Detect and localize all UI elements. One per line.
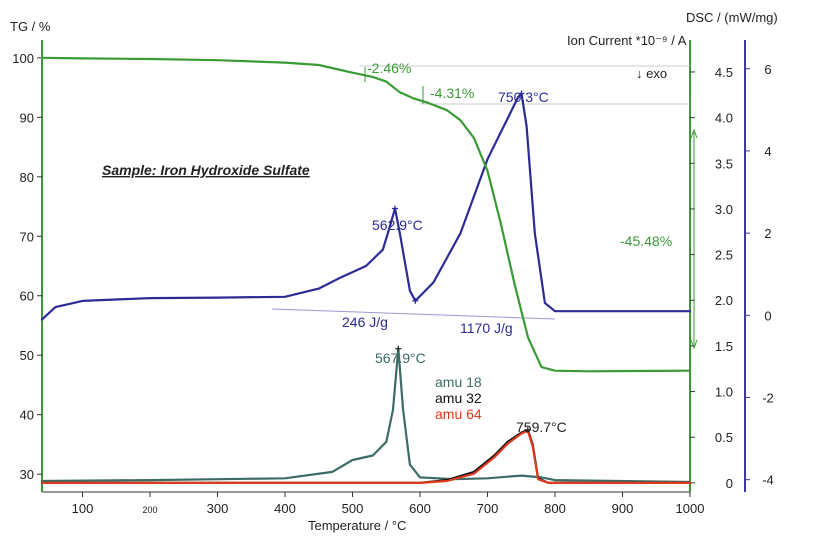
dsc-baseline: [271, 308, 556, 320]
ion-tick-label: 4.0: [715, 111, 733, 126]
dsc-peak-2-marker: [518, 90, 525, 97]
dsc-tick-label: 2: [764, 226, 771, 241]
chart-title: Sample: Iron Hydroxide Sulfate: [102, 162, 310, 178]
ion-tick-label: 2.0: [715, 293, 733, 308]
y-axis-title-ion: Ion Current *10⁻⁹ / A: [567, 33, 687, 48]
y-axis-title-left: TG / %: [10, 19, 51, 34]
tick-group: 100 200 300 400 500 600 700 800 900 1000304050607…: [12, 51, 773, 516]
ion-tick-label: 2.5: [715, 248, 733, 263]
ms-peak-2-marker: [524, 426, 531, 433]
exo-indicator: ↓ exo: [636, 66, 667, 81]
ion-tick-label: 3.0: [715, 202, 733, 217]
ion-tick-label: 4.5: [715, 65, 733, 80]
dsc-enthalpy-2-label: 1170 J/g: [460, 320, 513, 336]
tg-step-3-label: -45.48%: [620, 233, 672, 249]
tg-tick-label: 90: [20, 110, 34, 125]
x-tick-label: 800: [544, 501, 566, 516]
tg-tick-label: 80: [20, 170, 34, 185]
series-line-amu-64: [40, 429, 692, 484]
x-tick-label: 900: [612, 501, 634, 516]
ion-tick-label: 1.5: [715, 339, 733, 354]
ion-tick-label: 0.5: [715, 430, 733, 445]
series-line-dsc: [40, 92, 692, 321]
ion-tick-label: 1.0: [715, 385, 733, 400]
dsc-tick-label: 4: [764, 144, 771, 159]
tg-tick-label: 70: [20, 229, 34, 244]
tg-tick-label: 40: [20, 408, 34, 423]
legend-amu-32: amu 32: [435, 390, 482, 406]
dsc-tick-label: 0: [764, 308, 771, 323]
dsc-peak-1-marker: [391, 205, 398, 212]
x-tick-label: 200: [142, 505, 157, 515]
legend-amu-18: amu 18: [435, 374, 482, 390]
ms-peak-1-label: 567.9°C: [375, 350, 426, 366]
dsc-tick-label: -4: [762, 473, 774, 488]
series-line-tg: [40, 56, 692, 373]
x-tick-label: 400: [274, 501, 296, 516]
dsc-tick-label: 6: [764, 62, 771, 77]
ion-tick-label: 0: [726, 476, 733, 491]
tg-step-arrows: [364, 67, 698, 350]
ms-peak-2-label: 759.7°C: [516, 419, 567, 435]
x-tick-label: 500: [342, 501, 364, 516]
ion-tick-label: 3.5: [715, 156, 733, 171]
tg-tick-label: 100: [12, 51, 34, 66]
legend-amu-64: amu 64: [435, 406, 482, 422]
y-axis-title-dsc: DSC / (mW/mg): [686, 10, 778, 25]
x-tick-label: 700: [477, 501, 499, 516]
tg-tick-label: 50: [20, 348, 34, 363]
tg-tick-label: 30: [20, 467, 34, 482]
dsc-valley-marker: [412, 297, 419, 304]
x-tick-label: 100: [72, 501, 94, 516]
x-axis-title: Temperature / °C: [308, 518, 406, 533]
marker-layer: [391, 90, 531, 433]
dsc-enthalpy-1-label: 246 J/g: [342, 314, 388, 330]
tg-step-2-label: -4.31%: [430, 85, 474, 101]
dsc-peak-2-label: 750.3°C: [498, 89, 549, 105]
series-line-amu-18: [40, 347, 692, 484]
series-layer: [40, 56, 692, 484]
dsc-peak-1-label: 562.9°C: [372, 217, 423, 233]
dsc-tick-label: -2: [762, 390, 774, 405]
tg-tick-label: 60: [20, 289, 34, 304]
x-tick-label: 1000: [676, 501, 705, 516]
tg-step-1-label: -2.46%: [367, 60, 411, 76]
x-tick-label: 300: [207, 501, 229, 516]
ms-peak-1-marker: [395, 345, 402, 352]
x-tick-label: 600: [409, 501, 431, 516]
